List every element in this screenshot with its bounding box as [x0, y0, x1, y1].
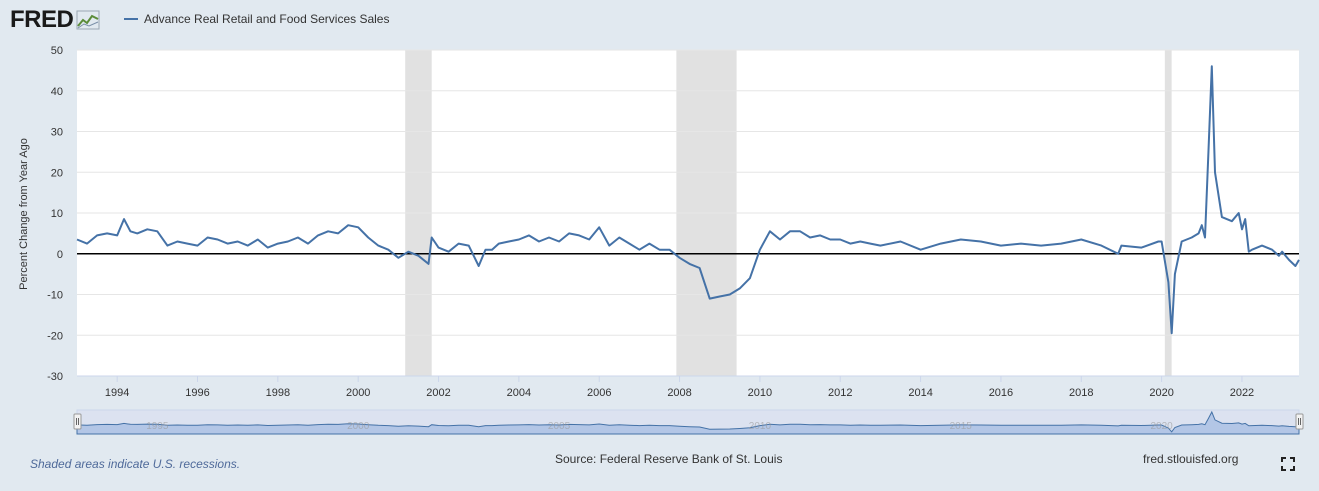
range-navigator[interactable]: 1995 2000 2005 2010 2015 2020: [73, 409, 1304, 435]
x-tick-label: 2018: [1069, 387, 1093, 399]
recession-note: Shaded areas indicate U.S. recessions.: [30, 457, 241, 471]
y-tick-label: 40: [51, 86, 63, 98]
x-tick-label: 2010: [748, 387, 772, 399]
navigator-label: 2005: [548, 421, 571, 432]
y-tick-label: -10: [47, 290, 63, 302]
chart-line-icon: [76, 10, 100, 30]
y-tick-label: 0: [57, 249, 63, 261]
x-tick-label: 2022: [1230, 387, 1254, 399]
x-tick-label: 2000: [346, 387, 370, 399]
y-tick-label: 50: [51, 45, 63, 57]
navigator-label: 1995: [146, 421, 169, 432]
x-tick-label: 1998: [266, 387, 290, 399]
fred-logo[interactable]: FRED: [10, 6, 100, 34]
navigator-series: [76, 410, 1300, 435]
y-tick-label: -20: [47, 330, 63, 342]
navigator-label: 2000: [347, 421, 370, 432]
logo-text: FRED: [10, 6, 74, 33]
x-tick-label: 2004: [507, 387, 531, 399]
x-tick-label: 2012: [828, 387, 852, 399]
y-tick-label: 10: [51, 208, 63, 220]
x-tick-label: 2006: [587, 387, 611, 399]
x-tick-label: 2020: [1149, 387, 1173, 399]
navigator-label: 2020: [1150, 421, 1173, 432]
x-tick-label: 2002: [426, 387, 450, 399]
navigator-handle-left[interactable]: [73, 413, 82, 430]
navigator-label: 2010: [749, 421, 772, 432]
x-tick-label: 2016: [989, 387, 1013, 399]
chart-legend[interactable]: Advance Real Retail and Food Services Sa…: [124, 12, 389, 26]
line-chart[interactable]: -30 -20 -10 0 10 20 30 40 50 1994 1996 1998 2000 200…: [0, 0, 1319, 445]
navigator-handle-right[interactable]: [1295, 413, 1304, 430]
chart-header: FRED Advance Real Retail and Food Servic…: [0, 0, 1319, 40]
x-tick-label: 2014: [908, 387, 932, 399]
x-tick-label: 2008: [667, 387, 691, 399]
y-axis-title: Percent Change from Year Ago: [18, 138, 30, 290]
y-tick-label: 20: [51, 167, 63, 179]
x-tick-label: 1996: [185, 387, 209, 399]
site-link[interactable]: fred.stlouisfed.org: [1143, 452, 1239, 466]
y-tick-label: -30: [47, 371, 63, 383]
navigator-label: 2015: [950, 421, 973, 432]
source-text: Source: Federal Reserve Bank of St. Loui…: [555, 452, 783, 466]
legend-swatch: [124, 18, 138, 20]
legend-label: Advance Real Retail and Food Services Sa…: [144, 12, 390, 26]
y-tick-label: 30: [51, 127, 63, 139]
fullscreen-icon[interactable]: [1280, 456, 1296, 472]
series-line: [76, 65, 1300, 335]
x-tick-label: 1994: [105, 387, 129, 399]
